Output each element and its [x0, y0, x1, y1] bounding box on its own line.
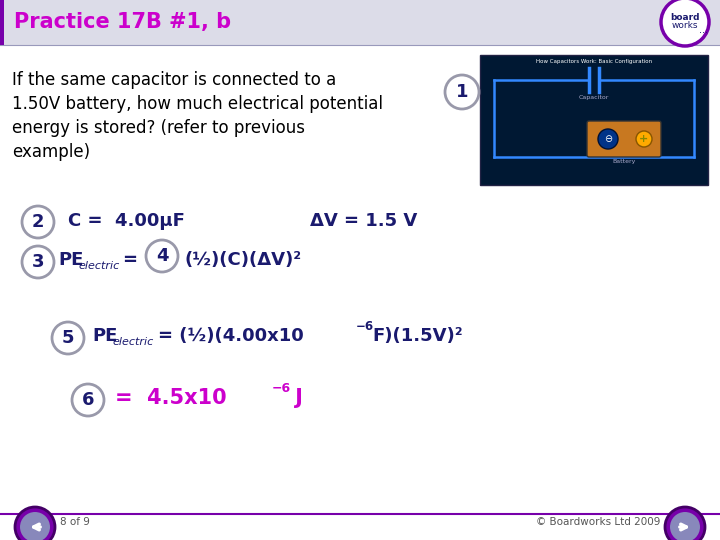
Text: 2: 2: [32, 213, 44, 231]
Circle shape: [20, 512, 50, 540]
Text: −6: −6: [272, 382, 291, 395]
Text: ⊖: ⊖: [604, 134, 612, 144]
Text: ...: ...: [700, 25, 708, 35]
Text: = (½)(4.00x10: = (½)(4.00x10: [158, 327, 304, 345]
Text: example): example): [12, 143, 90, 161]
Text: C =  4.00μF: C = 4.00μF: [68, 212, 185, 230]
Circle shape: [146, 240, 178, 272]
Circle shape: [670, 512, 700, 540]
Text: How Capacitors Work: Basic Configuration: How Capacitors Work: Basic Configuration: [536, 58, 652, 64]
FancyBboxPatch shape: [587, 121, 661, 157]
Text: +: +: [639, 134, 649, 144]
Text: board: board: [670, 14, 700, 23]
Circle shape: [72, 384, 104, 416]
Text: =  4.5x10: = 4.5x10: [115, 388, 227, 408]
Text: energy is stored? (refer to previous: energy is stored? (refer to previous: [12, 119, 305, 137]
FancyBboxPatch shape: [0, 0, 720, 45]
Text: If the same capacitor is connected to a: If the same capacitor is connected to a: [12, 71, 336, 89]
Text: 1: 1: [456, 83, 468, 101]
Text: 3: 3: [32, 253, 44, 271]
Text: electric: electric: [112, 337, 153, 347]
Text: F)(1.5V)²: F)(1.5V)²: [372, 327, 463, 345]
Text: works: works: [672, 22, 698, 30]
Text: 4: 4: [156, 247, 168, 265]
Circle shape: [22, 206, 54, 238]
Text: 5: 5: [62, 329, 74, 347]
Text: Capacitor: Capacitor: [579, 96, 609, 100]
Text: Battery: Battery: [612, 159, 636, 164]
Text: 8 of 9: 8 of 9: [60, 517, 90, 527]
FancyBboxPatch shape: [0, 45, 720, 515]
Text: 1.50V battery, how much electrical potential: 1.50V battery, how much electrical poten…: [12, 95, 383, 113]
Circle shape: [52, 322, 84, 354]
Circle shape: [598, 129, 618, 149]
Circle shape: [15, 507, 55, 540]
Text: PE: PE: [92, 327, 117, 345]
Text: ΔV = 1.5 V: ΔV = 1.5 V: [310, 212, 418, 230]
Circle shape: [661, 0, 709, 46]
Circle shape: [636, 131, 652, 147]
Text: Practice 17B #1, b: Practice 17B #1, b: [14, 12, 231, 32]
Circle shape: [22, 246, 54, 278]
Text: © Boardworks Ltd 2009: © Boardworks Ltd 2009: [536, 517, 660, 527]
Text: PE: PE: [58, 251, 84, 269]
Text: −6: −6: [356, 321, 374, 334]
Text: (½)(C)(ΔV)²: (½)(C)(ΔV)²: [184, 251, 301, 269]
Text: =: =: [122, 251, 137, 269]
FancyBboxPatch shape: [480, 55, 708, 185]
Text: J: J: [288, 388, 303, 408]
Circle shape: [445, 75, 479, 109]
Circle shape: [665, 507, 705, 540]
Text: 6: 6: [82, 391, 94, 409]
Text: electric: electric: [78, 261, 120, 271]
FancyBboxPatch shape: [0, 0, 4, 45]
